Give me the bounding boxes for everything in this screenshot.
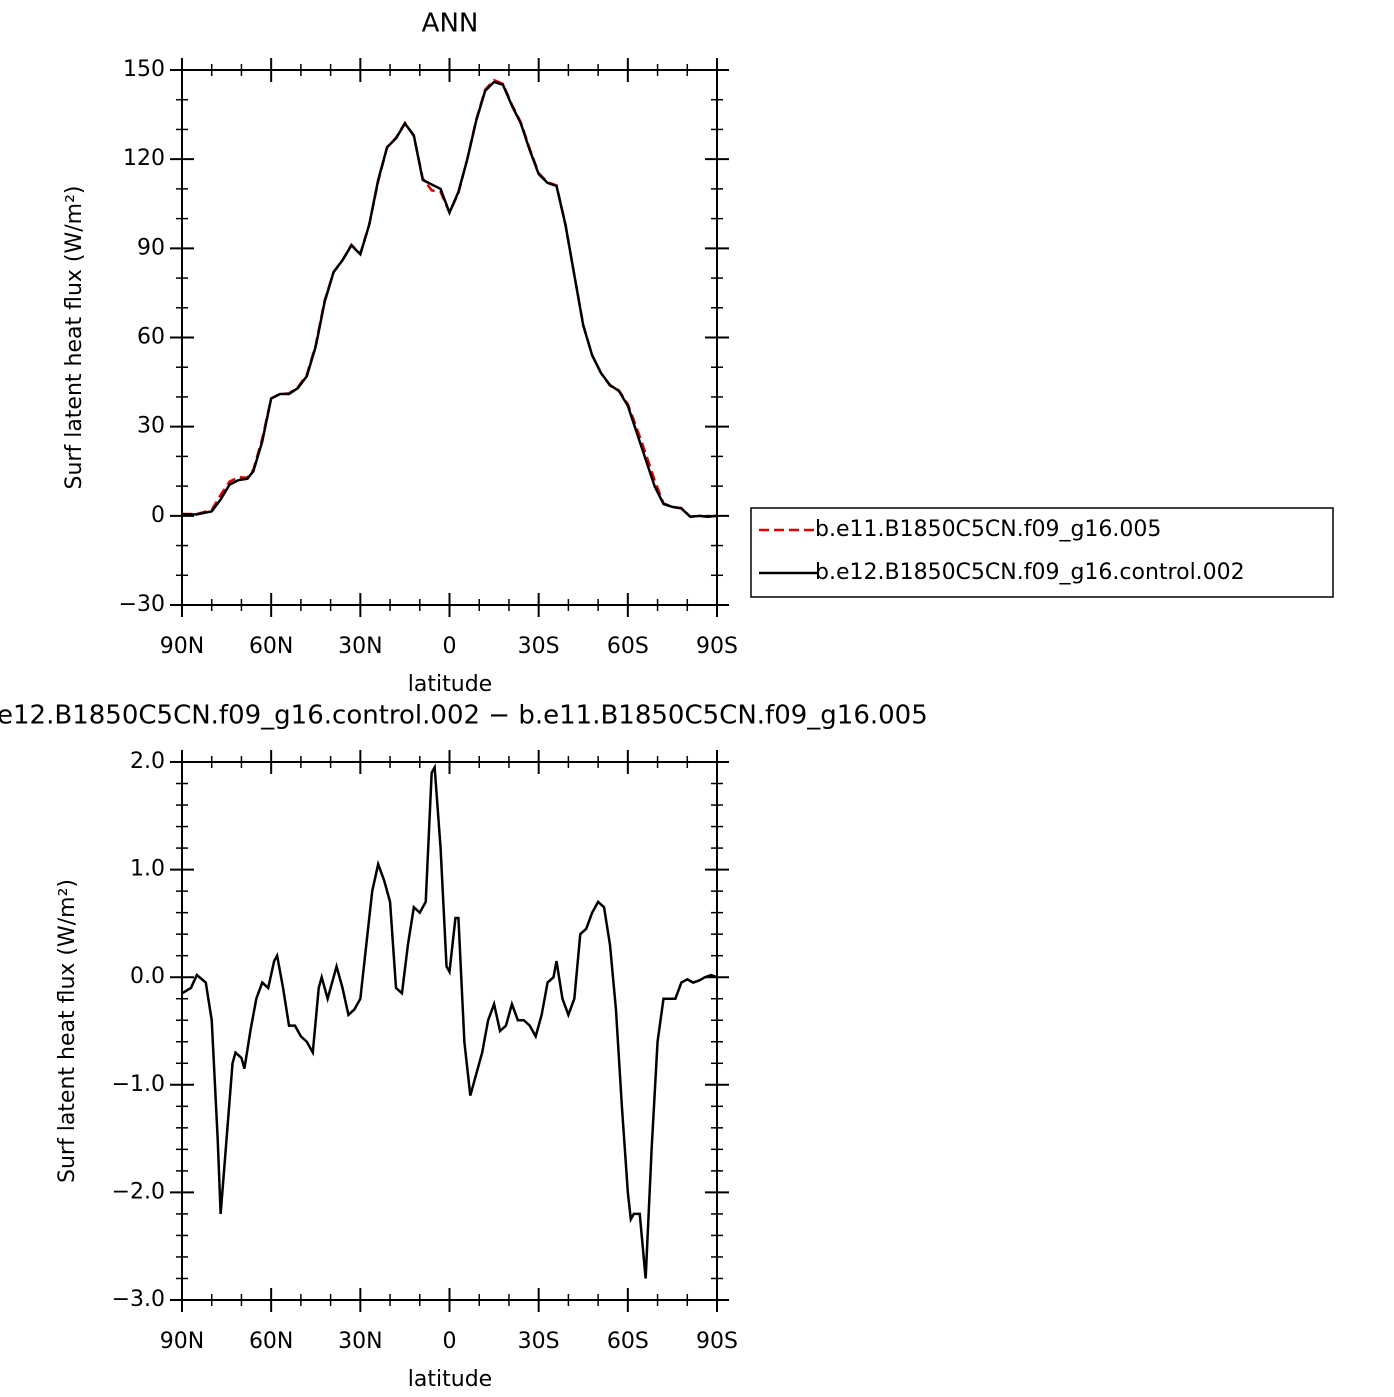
- plot-frame: [181, 761, 718, 1301]
- series-line: [182, 78, 718, 519]
- x-axis-label: latitude: [408, 672, 492, 697]
- legend-label: b.e12.B1850C5CN.f09_g16.control.002: [815, 560, 1245, 585]
- x-tick-label: 60S: [607, 1329, 649, 1354]
- chart-title: b.e12.B1850C5CN.f09_g16.control.002 − b.…: [0, 701, 928, 731]
- plot-frame: [181, 69, 718, 606]
- y-tick-label: 120: [123, 146, 165, 171]
- legend-label: b.e11.B1850C5CN.f09_g16.005: [815, 517, 1161, 542]
- x-tick-label: 90N: [160, 1329, 204, 1354]
- legend-box: [750, 507, 1334, 598]
- x-tick-label: 30N: [338, 1329, 382, 1354]
- x-tick-label: 0: [443, 634, 457, 659]
- series-line: [181, 763, 718, 1279]
- y-tick-label: −30: [119, 592, 165, 617]
- x-tick-label: 90S: [696, 1329, 738, 1354]
- y-tick-label: 0.0: [130, 964, 165, 989]
- y-tick-label: −1.0: [112, 1072, 165, 1097]
- x-tick-label: 90N: [160, 634, 204, 659]
- x-tick-label: 60S: [607, 634, 649, 659]
- y-tick-label: 2.0: [130, 749, 165, 774]
- y-tick-label: 0: [151, 503, 165, 528]
- x-tick-label: 90S: [696, 634, 738, 659]
- y-tick-label: 30: [137, 414, 165, 439]
- y-tick-label: 1.0: [130, 857, 165, 882]
- x-tick-label: 30S: [518, 1329, 560, 1354]
- series-line: [182, 80, 718, 519]
- x-tick-label: 60N: [249, 634, 293, 659]
- x-tick-label: 0: [443, 1329, 457, 1354]
- chart-title: ANN: [422, 9, 479, 39]
- y-axis-label: Surf latent heat flux (W/m²): [62, 186, 87, 490]
- y-tick-label: 90: [137, 235, 165, 260]
- x-axis-label: latitude: [408, 1367, 492, 1392]
- x-tick-label: 30S: [518, 634, 560, 659]
- y-axis-label: Surf latent heat flux (W/m²): [55, 879, 80, 1183]
- y-tick-label: 60: [137, 325, 165, 350]
- y-tick-label: −3.0: [112, 1287, 165, 1312]
- y-tick-label: −2.0: [112, 1179, 165, 1204]
- y-tick-label: 150: [123, 57, 165, 82]
- x-tick-label: 60N: [249, 1329, 293, 1354]
- x-tick-label: 30N: [338, 634, 382, 659]
